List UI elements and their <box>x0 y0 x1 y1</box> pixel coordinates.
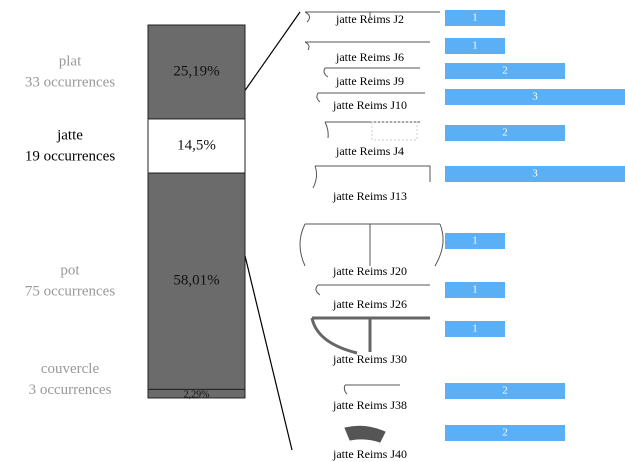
category-label: jatte <box>56 127 83 143</box>
segment <box>147 388 246 399</box>
bar <box>445 125 565 141</box>
bar <box>445 89 625 105</box>
bar <box>445 10 505 26</box>
category-label: plat <box>59 53 82 69</box>
category-label: pot <box>60 263 80 279</box>
segment <box>147 24 246 120</box>
bar-label: 3 <box>532 91 538 103</box>
bar-label: 1 <box>472 323 478 335</box>
bar <box>445 425 565 441</box>
bar-label: 2 <box>502 427 508 439</box>
bar <box>445 38 505 54</box>
item-label: jatte Reims J13 <box>332 189 407 203</box>
bar <box>445 383 565 399</box>
segment <box>147 172 246 390</box>
item-label: jatte Reims J26 <box>332 297 407 311</box>
occurrence-label: 75 occurrences <box>25 284 116 300</box>
bar-label: 2 <box>502 385 508 397</box>
bar <box>445 166 625 182</box>
segment <box>147 118 246 174</box>
bar-label: 1 <box>472 12 478 24</box>
category-label: couvercle <box>41 361 100 377</box>
bar <box>445 321 505 337</box>
item-label: jatte Reims J38 <box>332 398 407 412</box>
bar-label: 1 <box>472 284 478 296</box>
bar <box>445 233 505 249</box>
bar-label: 1 <box>472 235 478 247</box>
bar-label: 2 <box>502 65 508 77</box>
item-label: jatte Reims J4 <box>335 144 404 158</box>
item-label: jatte Reims J10 <box>332 98 407 112</box>
bar-label: 2 <box>502 127 508 139</box>
value-label: 25,19% <box>173 63 219 79</box>
pottery-drawings <box>299 11 444 443</box>
value-label: 58,01% <box>173 273 219 289</box>
item-label: jatte Reims J30 <box>332 352 407 366</box>
value-label: 14,5% <box>177 137 216 153</box>
bar <box>445 63 565 79</box>
occurrence-label: 33 occurrences <box>25 74 116 90</box>
item-label: jatte Reims J9 <box>335 74 404 88</box>
value-label: 2,29% <box>184 389 210 400</box>
bar-label: 3 <box>532 168 538 180</box>
item-label: jatte Reims J40 <box>332 447 407 461</box>
occurrence-label: 19 occurrences <box>25 148 116 164</box>
item-label: jatte Reims J20 <box>332 264 407 278</box>
item-label: jatte Reims J6 <box>335 50 404 64</box>
occurrence-label: 3 occurrences <box>29 382 112 398</box>
bar <box>445 282 505 298</box>
bar-label: 1 <box>472 40 478 52</box>
item-label: jatte Reims J2 <box>335 12 404 26</box>
